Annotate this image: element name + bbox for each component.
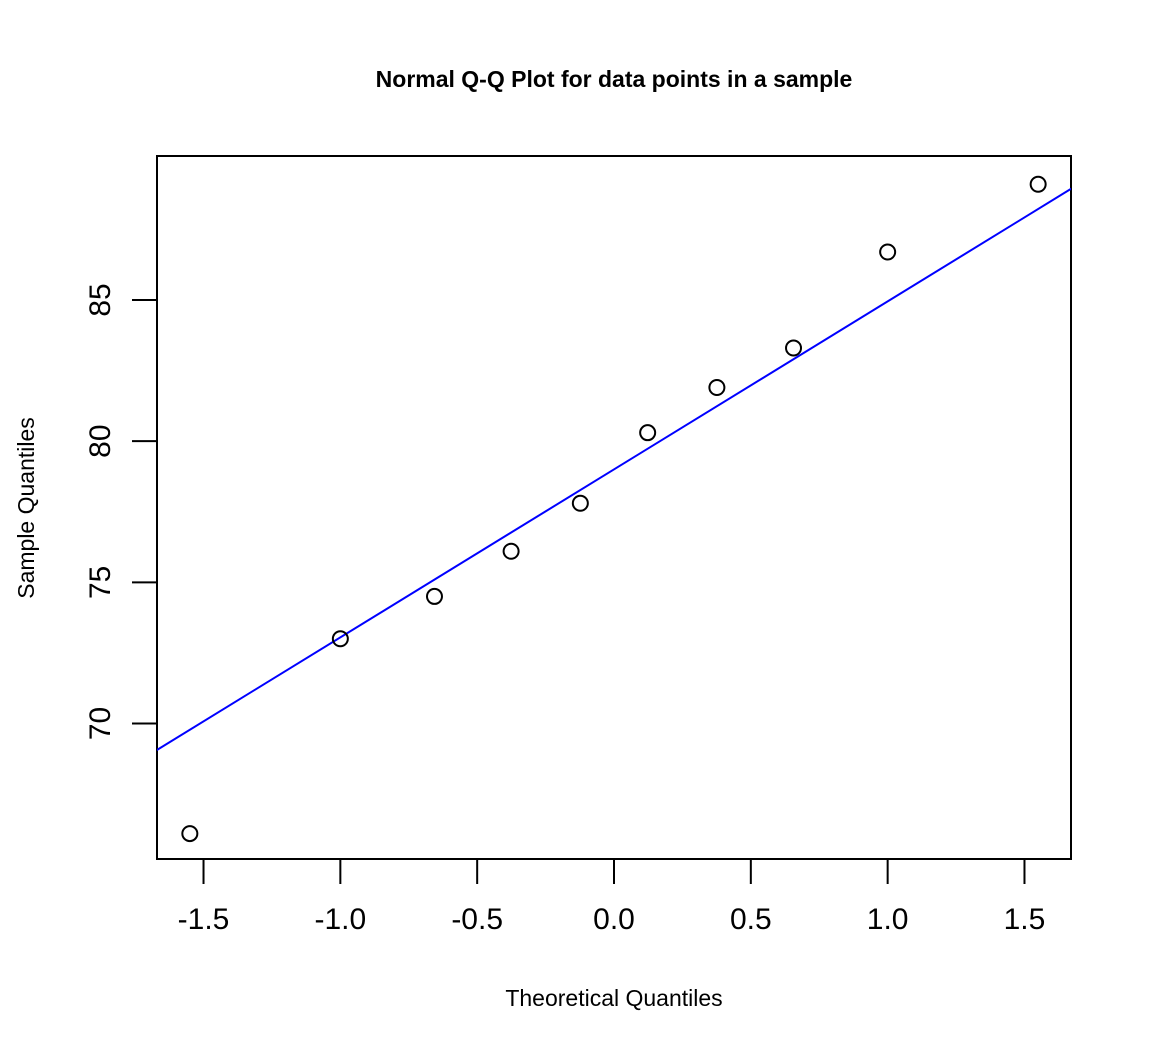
y-tick-label: 85: [84, 283, 117, 316]
data-point: [639, 424, 657, 442]
data-point: [785, 339, 803, 357]
y-axis-title: Sample Quantiles: [13, 417, 39, 599]
data-point: [1029, 175, 1047, 193]
x-axis-title: Theoretical Quantiles: [505, 985, 722, 1011]
x-tick-label: 0.0: [593, 903, 635, 936]
x-tick-label: -0.5: [451, 903, 503, 936]
data-point: [181, 825, 199, 843]
x-tick-label: 1.0: [867, 903, 909, 936]
y-tick-label: 75: [84, 566, 117, 599]
chart-title: Normal Q-Q Plot for data points in a sam…: [376, 66, 853, 92]
data-point: [879, 243, 897, 261]
data-point: [331, 630, 349, 648]
y-tick-label: 80: [84, 424, 117, 457]
x-tick-label: 1.5: [1004, 903, 1046, 936]
x-tick-label: -1.5: [178, 903, 230, 936]
reference-line: [157, 187, 1071, 752]
data-point: [502, 542, 520, 560]
x-tick-label: -1.0: [314, 903, 366, 936]
data-points: [181, 175, 1047, 843]
y-tick-label: 70: [84, 707, 117, 740]
data-point: [571, 494, 589, 512]
plot-frame: [156, 155, 1072, 860]
data-point: [425, 587, 443, 605]
x-axis: -1.5 -1.0 -0.5 0.0 0.5 1.0 1.5: [178, 858, 1046, 936]
y-axis: 70 75 80 85: [84, 283, 158, 740]
x-tick-label: 0.5: [730, 903, 772, 936]
data-point: [708, 379, 726, 397]
